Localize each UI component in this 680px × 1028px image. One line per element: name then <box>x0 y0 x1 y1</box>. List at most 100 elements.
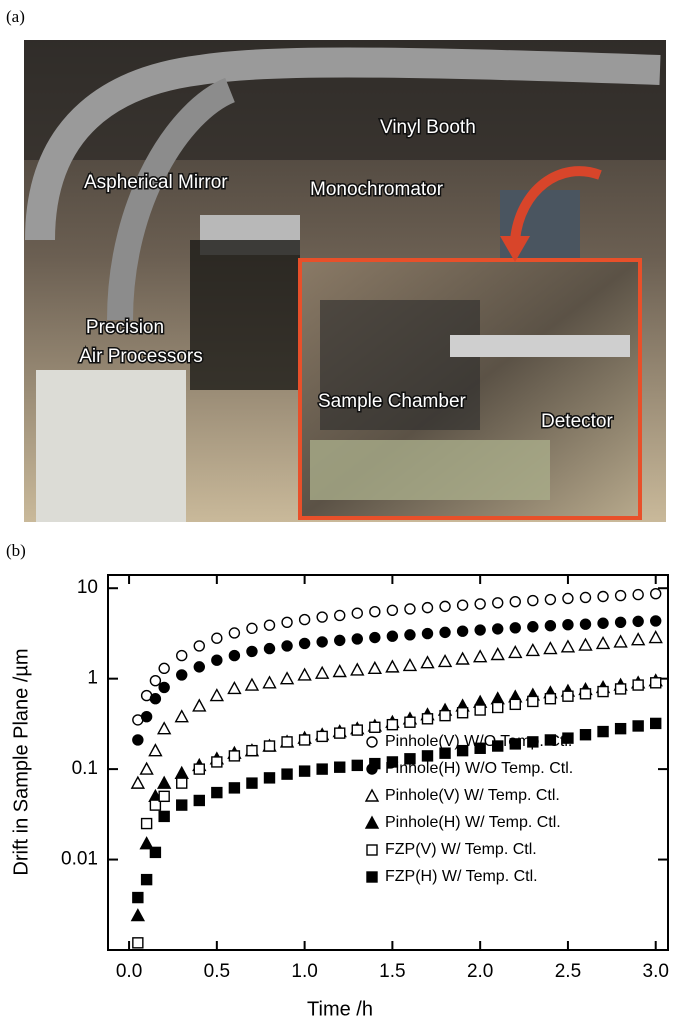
point <box>475 625 485 635</box>
photo-label: Precision <box>86 317 164 338</box>
point <box>281 673 293 684</box>
point <box>405 604 415 614</box>
point <box>633 721 643 731</box>
x-tick-label: 0.5 <box>204 961 230 982</box>
point <box>132 777 144 788</box>
point <box>177 778 187 788</box>
point <box>440 627 450 637</box>
point <box>317 764 327 774</box>
point <box>247 623 257 633</box>
point <box>282 769 292 779</box>
point <box>352 634 362 644</box>
point <box>545 595 555 605</box>
point <box>458 708 468 718</box>
photo-label: Detector <box>541 411 613 432</box>
point <box>387 605 397 615</box>
legend-marker <box>367 764 377 774</box>
point <box>545 694 555 704</box>
point <box>142 819 152 829</box>
page: (a) Vinyl Booth Aspherical Mirror Monoch… <box>0 0 680 1028</box>
point <box>229 783 239 793</box>
y-tick-label: 0.01 <box>61 849 98 870</box>
point <box>370 607 380 617</box>
point <box>150 694 160 704</box>
point <box>193 700 205 711</box>
photo-label: Aspherical Mirror <box>84 172 228 193</box>
point <box>177 670 187 680</box>
legend-marker <box>367 737 377 747</box>
point <box>369 662 381 673</box>
point <box>527 644 539 655</box>
point <box>176 767 188 778</box>
point <box>159 663 169 673</box>
point <box>282 737 292 747</box>
point <box>580 689 590 699</box>
point <box>616 724 626 734</box>
stage <box>310 440 550 500</box>
point <box>422 714 432 724</box>
x-tick-label: 2.0 <box>467 961 493 982</box>
point <box>405 630 415 640</box>
point <box>212 655 222 665</box>
point <box>229 751 239 761</box>
point <box>633 616 643 626</box>
point <box>133 938 143 948</box>
point <box>598 727 608 737</box>
point <box>176 711 188 722</box>
y-tick-label: 0.1 <box>72 758 98 779</box>
point <box>300 735 310 745</box>
point <box>282 641 292 651</box>
point <box>265 773 275 783</box>
point <box>194 795 204 805</box>
point <box>335 635 345 645</box>
point <box>440 601 450 611</box>
point <box>545 621 555 631</box>
point <box>597 637 609 648</box>
point <box>212 633 222 643</box>
air-processor <box>36 370 186 522</box>
point <box>265 644 275 654</box>
point <box>563 620 573 630</box>
legend-marker <box>366 790 378 801</box>
point <box>335 728 345 738</box>
point <box>528 596 538 606</box>
point <box>194 641 204 651</box>
point <box>141 763 153 774</box>
point <box>580 592 590 602</box>
y-axis-label: Drift in Sample Plane /µm <box>10 648 32 875</box>
point <box>492 648 504 659</box>
point <box>132 910 144 921</box>
point <box>149 745 161 756</box>
point <box>458 626 468 636</box>
legend-label: Pinhole(V) W/ Temp. Ctl. <box>385 787 560 804</box>
point <box>247 778 257 788</box>
x-tick-label: 3.0 <box>643 961 669 982</box>
point <box>142 712 152 722</box>
point <box>475 705 485 715</box>
x-tick-label: 0.0 <box>116 961 142 982</box>
point <box>616 617 626 627</box>
point <box>509 646 521 657</box>
point <box>158 723 170 734</box>
point <box>316 667 328 678</box>
point <box>440 711 450 721</box>
detector-tube <box>450 335 630 357</box>
point <box>133 735 143 745</box>
point <box>598 687 608 697</box>
point <box>352 608 362 618</box>
point <box>159 811 169 821</box>
legend-marker <box>367 845 377 855</box>
point <box>300 766 310 776</box>
point <box>229 651 239 661</box>
point <box>247 646 257 656</box>
point <box>475 599 485 609</box>
point <box>421 657 433 668</box>
point <box>544 643 556 654</box>
photo-label: Air Processors <box>79 346 203 367</box>
point <box>633 680 643 690</box>
point <box>651 616 661 626</box>
point <box>598 591 608 601</box>
point <box>563 593 573 603</box>
point <box>563 691 573 701</box>
point <box>510 699 520 709</box>
